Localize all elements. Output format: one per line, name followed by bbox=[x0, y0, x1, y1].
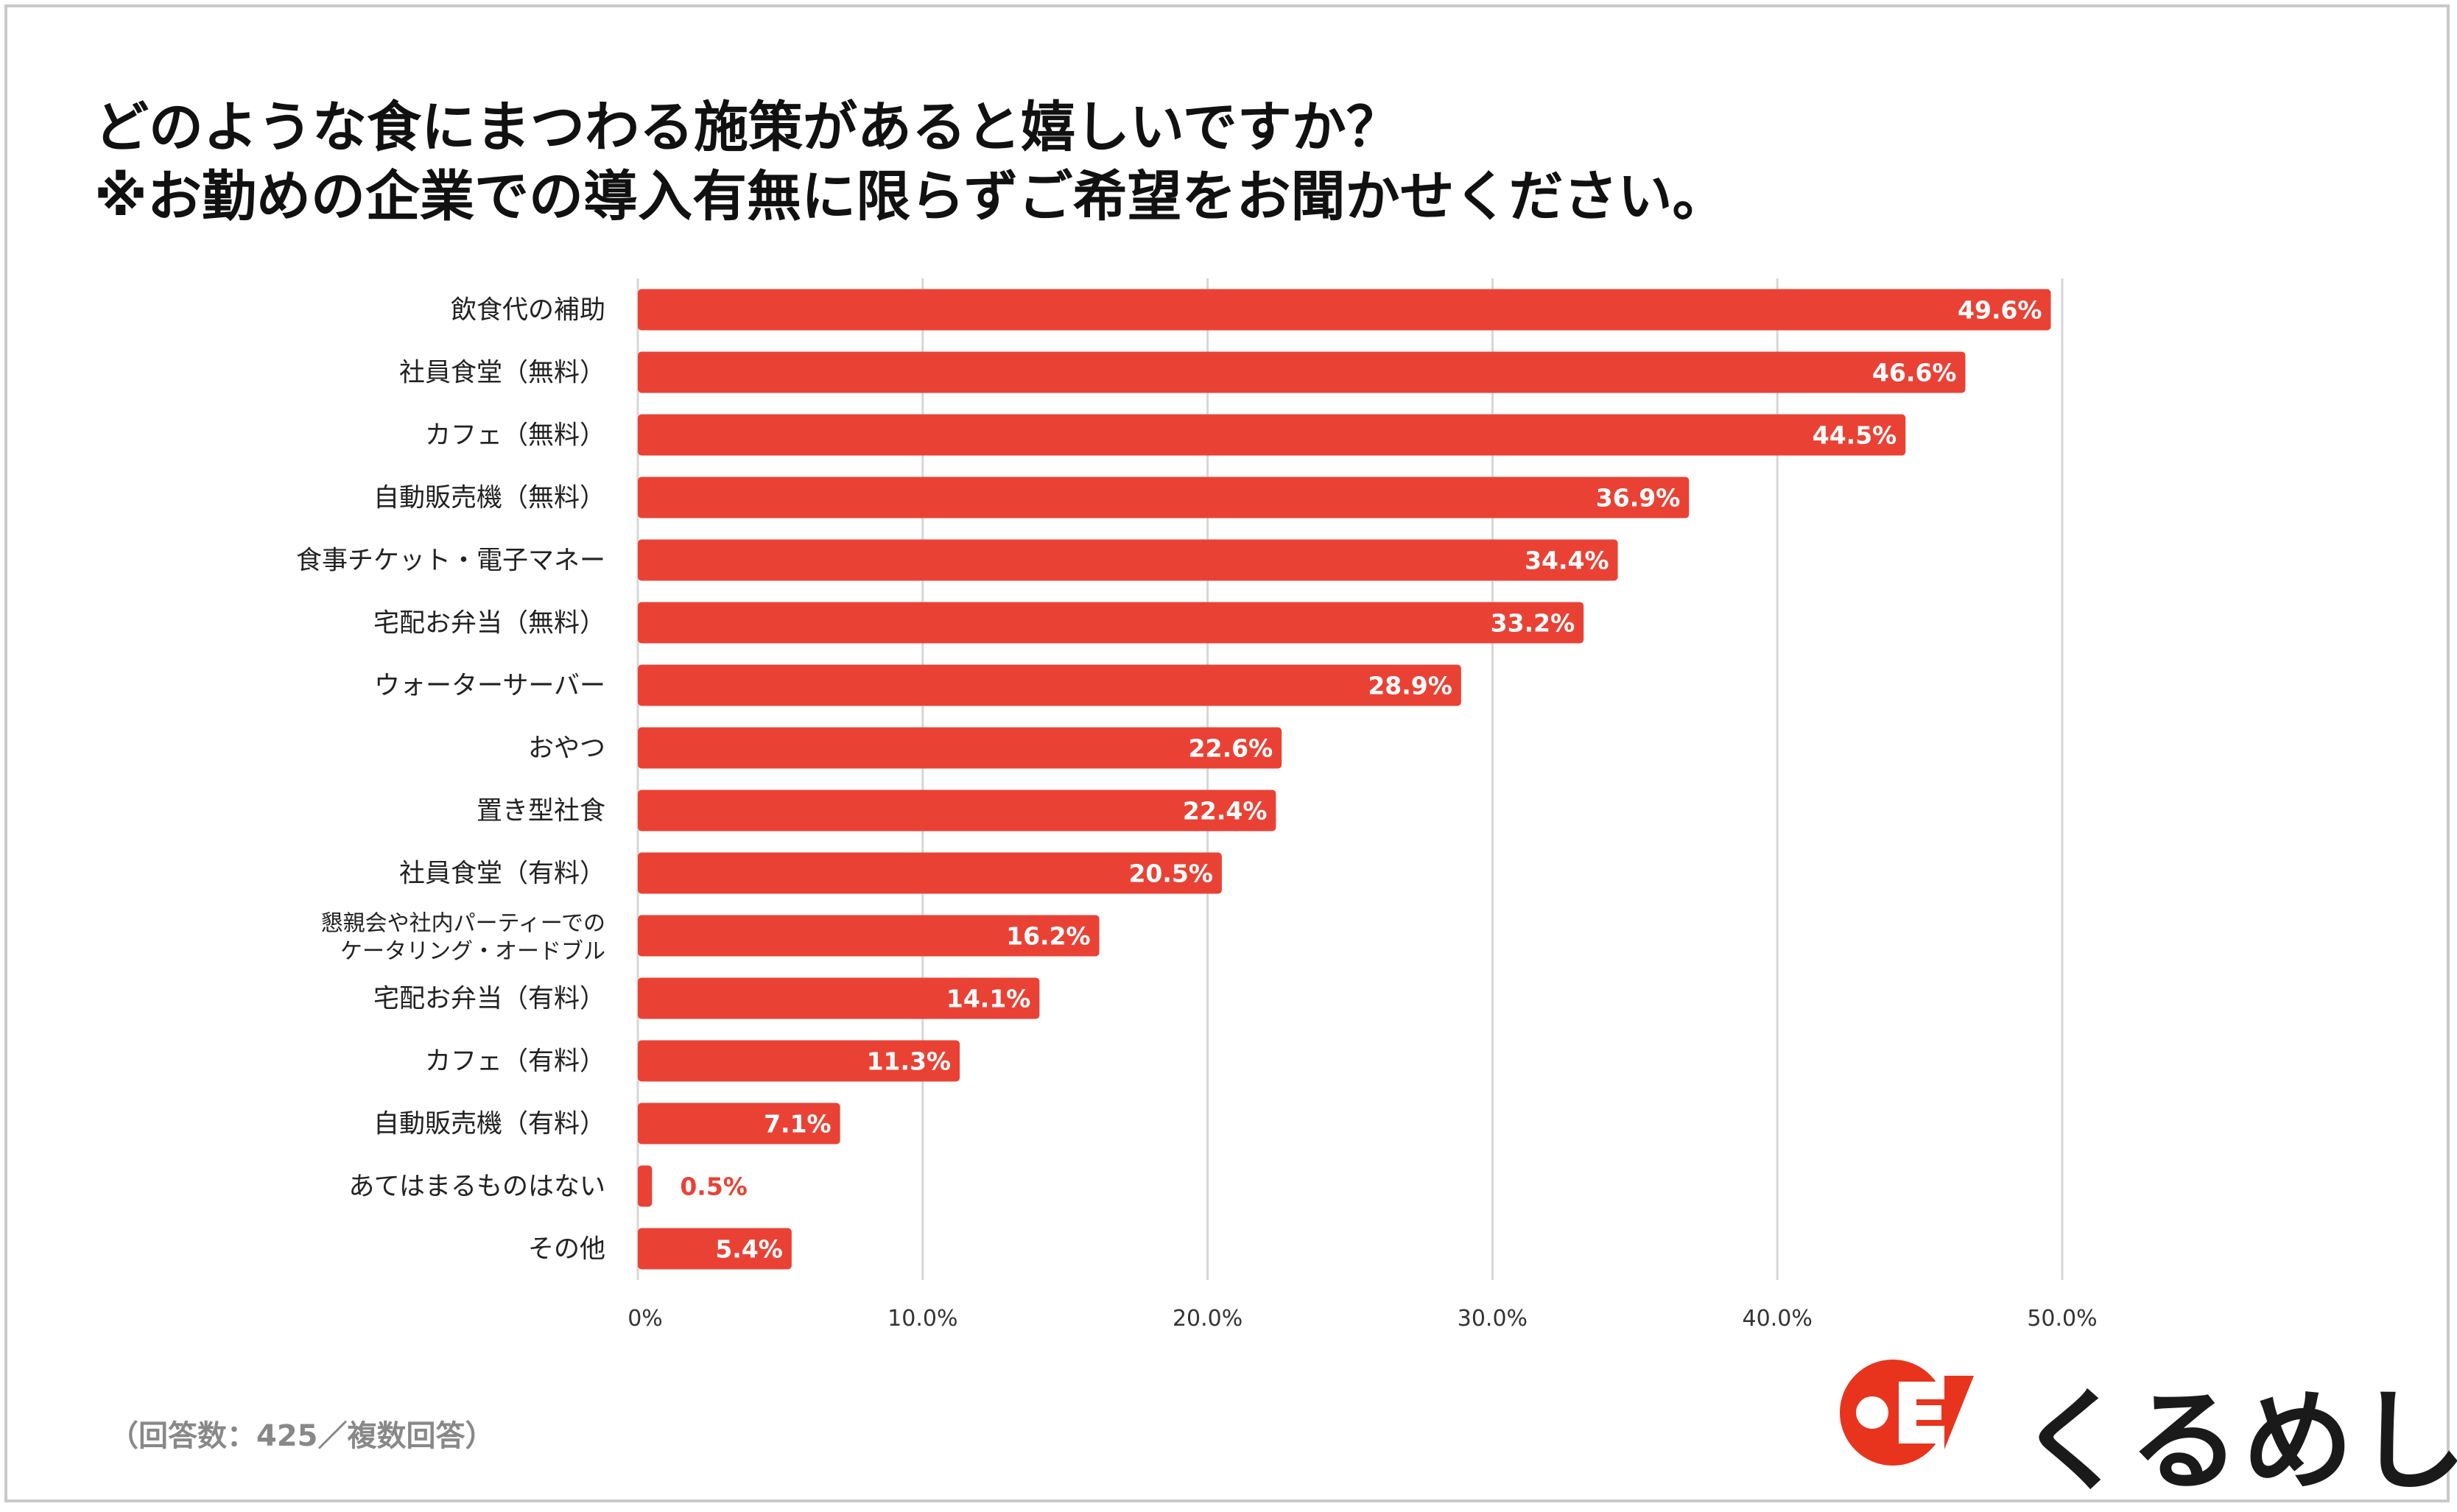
title-line-2: ※お勤めの企業での導入有無に限らずご希望をお聞かせください。 bbox=[94, 165, 1727, 228]
kurumeshi-logo-mark-icon bbox=[1840, 1360, 1974, 1466]
bar bbox=[638, 977, 1040, 1019]
x-tick-label: 10.0% bbox=[887, 1306, 957, 1332]
bar bbox=[638, 539, 1618, 581]
category-label: 自動販売機（無料） bbox=[373, 484, 605, 513]
x-tick-label: 40.0% bbox=[1743, 1306, 1813, 1332]
x-tick-label: 30.0% bbox=[1458, 1306, 1528, 1332]
category-label: ケータリング・オードブル bbox=[340, 939, 605, 965]
category-label: カフェ（無料） bbox=[425, 421, 605, 451]
x-tick-label: 0% bbox=[628, 1306, 663, 1332]
bar bbox=[638, 351, 1966, 393]
bar bbox=[638, 602, 1584, 644]
bar bbox=[638, 1228, 792, 1270]
category-label: 置き型社食 bbox=[477, 797, 605, 826]
data-label: 5.4% bbox=[715, 1235, 783, 1264]
data-label: 34.4% bbox=[1525, 546, 1609, 575]
bar bbox=[638, 477, 1690, 518]
category-label: ウォーターサーバー bbox=[374, 672, 605, 701]
bar bbox=[638, 790, 1276, 831]
category-label: 食事チケット・電子マネー bbox=[296, 546, 605, 576]
category-label: 社員食堂（無料） bbox=[399, 359, 605, 388]
data-label: 36.9% bbox=[1596, 484, 1681, 513]
bar bbox=[638, 1040, 960, 1082]
logo-wordmark: くるめし bbox=[2018, 1378, 2457, 1506]
chart-frame bbox=[4, 4, 2450, 1502]
bar bbox=[638, 414, 1906, 456]
data-label: 22.6% bbox=[1189, 734, 1273, 763]
data-label: 0.5% bbox=[680, 1172, 748, 1201]
data-label: 16.2% bbox=[1006, 922, 1091, 951]
bar bbox=[638, 664, 1461, 706]
data-label: 11.3% bbox=[867, 1047, 952, 1076]
bar bbox=[638, 852, 1222, 894]
data-label: 33.2% bbox=[1491, 609, 1575, 638]
data-label: 20.5% bbox=[1128, 859, 1213, 888]
x-tick-label: 20.0% bbox=[1173, 1306, 1242, 1332]
bar bbox=[638, 1165, 653, 1207]
category-label: あてはまるものはない bbox=[348, 1172, 605, 1202]
category-label: カフェ（有料） bbox=[425, 1047, 605, 1077]
category-label: 宅配お弁当（有料） bbox=[373, 985, 605, 1014]
data-label: 44.5% bbox=[1813, 421, 1897, 450]
chart-title: どのような食にまつわる施策があると嬉しいですか？ ※お勤めの企業での導入有無に限… bbox=[94, 93, 2304, 231]
category-label: 宅配お弁当（無料） bbox=[373, 609, 605, 639]
response-count-note: （回答数：425／複数回答） bbox=[109, 1419, 495, 1453]
data-label: 49.6% bbox=[1958, 296, 2042, 325]
category-label: 自動販売機（有料） bbox=[373, 1110, 605, 1139]
bar bbox=[638, 289, 2051, 331]
category-label: おやつ bbox=[528, 734, 605, 764]
bar bbox=[638, 1103, 840, 1144]
data-label: 22.4% bbox=[1183, 797, 1268, 826]
bar bbox=[638, 727, 1282, 769]
category-label: その他 bbox=[528, 1235, 605, 1265]
data-label: 46.6% bbox=[1872, 359, 1957, 387]
title-line-1: どのような食にまつわる施策があると嬉しいですか？ bbox=[94, 96, 1401, 159]
category-label: 飲食代の補助 bbox=[451, 296, 605, 326]
data-label: 7.1% bbox=[764, 1110, 832, 1139]
data-label: 28.9% bbox=[1368, 672, 1452, 700]
data-label: 14.1% bbox=[946, 985, 1031, 1013]
category-label: 懇親会や社内パーティーでの bbox=[321, 911, 605, 937]
brand-logo: くるめし bbox=[1834, 1354, 2457, 1506]
bar-chart: 0% 10.0% 20.0% 30.0% 40.0% 50.0% 49.6% 飲食代の補助 46… bbox=[296, 278, 2098, 1332]
x-tick-label: 50.0% bbox=[2027, 1306, 2097, 1332]
bar bbox=[638, 915, 1100, 957]
category-label: 社員食堂（有料） bbox=[399, 859, 605, 889]
